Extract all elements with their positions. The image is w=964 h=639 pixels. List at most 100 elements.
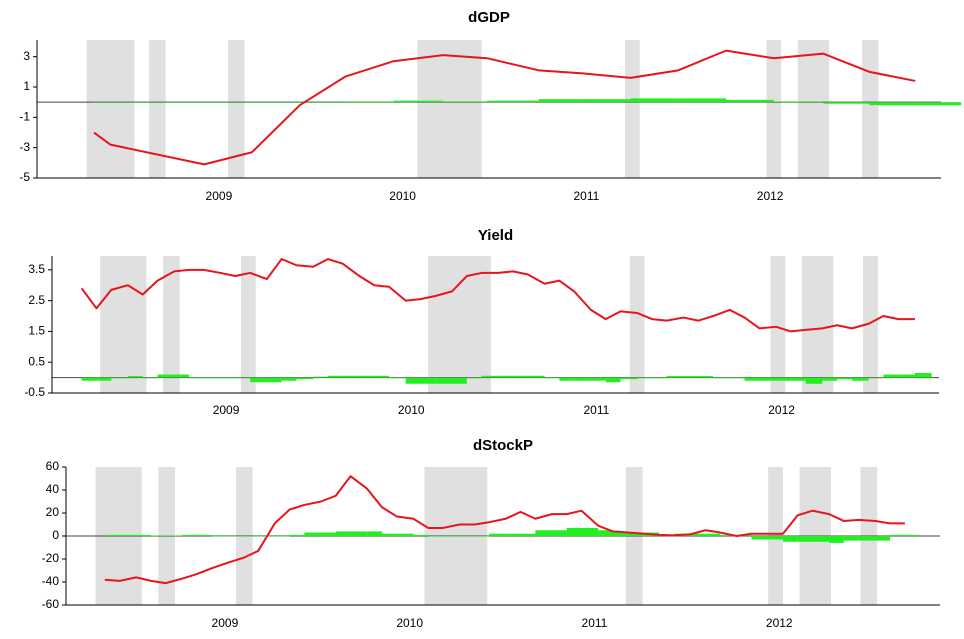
shaded-period <box>629 256 645 393</box>
shaded-period <box>766 40 782 178</box>
bar <box>204 102 252 103</box>
bar <box>299 102 346 103</box>
bar <box>157 374 175 378</box>
shaded-period <box>427 256 491 393</box>
x-tick-label: 2009 <box>206 189 233 203</box>
y-tick-label: 1.5 <box>28 324 45 338</box>
bar <box>350 531 368 536</box>
bar <box>782 536 798 542</box>
bar <box>150 535 166 537</box>
bar <box>720 534 737 536</box>
bar <box>822 377 838 381</box>
bar <box>605 377 621 383</box>
bar <box>289 534 305 536</box>
bar <box>211 536 229 537</box>
shaded-period <box>163 256 180 393</box>
bar <box>359 375 375 378</box>
y-tick-label: -0.5 <box>24 385 45 399</box>
y-tick-label: 0.5 <box>28 354 45 368</box>
bar <box>250 377 267 383</box>
bar <box>435 377 452 384</box>
x-tick-label: 2010 <box>396 616 423 630</box>
y-tick-label: 40 <box>46 482 60 496</box>
bar <box>374 375 390 378</box>
bar <box>505 533 521 536</box>
x-tick-label: 2011 <box>584 403 610 417</box>
x-tick-label: 2012 <box>766 616 793 630</box>
shaded-period <box>86 40 135 178</box>
y-tick-label: 20 <box>46 505 60 519</box>
bar <box>405 377 421 384</box>
bar <box>837 377 852 380</box>
bar <box>189 377 204 379</box>
bar <box>851 377 869 381</box>
bar <box>197 534 212 536</box>
bar <box>744 377 760 381</box>
line <box>80 258 915 333</box>
y-tick-label: -20 <box>42 551 60 565</box>
bar <box>868 377 884 379</box>
bar <box>582 99 631 103</box>
bar <box>612 532 628 536</box>
bar <box>251 102 300 103</box>
bar <box>81 377 97 381</box>
bar <box>513 375 528 378</box>
bar <box>174 374 190 378</box>
bar <box>381 533 397 536</box>
bar <box>890 534 905 536</box>
bar <box>538 99 583 103</box>
bar <box>489 533 506 536</box>
bar <box>559 377 575 381</box>
y-tick-label: 3 <box>23 49 30 63</box>
bar <box>104 534 120 536</box>
bar <box>93 102 111 103</box>
shaded-period <box>797 40 829 178</box>
bar <box>637 377 652 379</box>
bar <box>627 532 645 536</box>
bar <box>389 377 406 379</box>
bar <box>875 536 891 541</box>
shaded-period <box>770 256 786 393</box>
bar <box>759 377 777 381</box>
y-tick-label: 60 <box>46 459 60 473</box>
x-tick-label: 2012 <box>757 189 784 203</box>
y-tick-label: -5 <box>19 170 30 184</box>
bar <box>220 377 236 379</box>
shaded-period <box>240 256 256 393</box>
bar <box>281 377 297 381</box>
bar <box>812 536 830 542</box>
line <box>104 475 905 585</box>
bar <box>228 536 244 537</box>
bar <box>678 98 727 103</box>
bar <box>393 100 444 103</box>
bar <box>535 530 552 536</box>
bar <box>266 377 282 383</box>
shaded-period <box>417 40 482 178</box>
bar <box>776 377 791 381</box>
x-tick-label: 2009 <box>213 403 240 417</box>
bar <box>915 102 962 106</box>
bar <box>443 101 488 103</box>
bar <box>110 102 205 103</box>
bar <box>342 375 360 378</box>
bar <box>327 375 343 378</box>
bar <box>620 377 638 380</box>
bar <box>459 536 475 537</box>
bar <box>142 377 158 379</box>
x-tick-label: 2011 <box>573 189 599 203</box>
x-tick-label: 2009 <box>212 616 239 630</box>
chart-title: dGDP <box>468 9 510 26</box>
bar <box>574 377 591 381</box>
y-tick-label: 1 <box>23 79 30 93</box>
bar <box>590 377 606 381</box>
bar <box>766 536 783 540</box>
bar <box>713 377 730 379</box>
bar <box>111 377 128 379</box>
y-tick-label: -1 <box>19 110 30 124</box>
bar <box>690 533 706 536</box>
bar <box>544 377 560 379</box>
bar <box>829 536 844 543</box>
bar <box>581 527 599 536</box>
bar <box>666 376 684 378</box>
